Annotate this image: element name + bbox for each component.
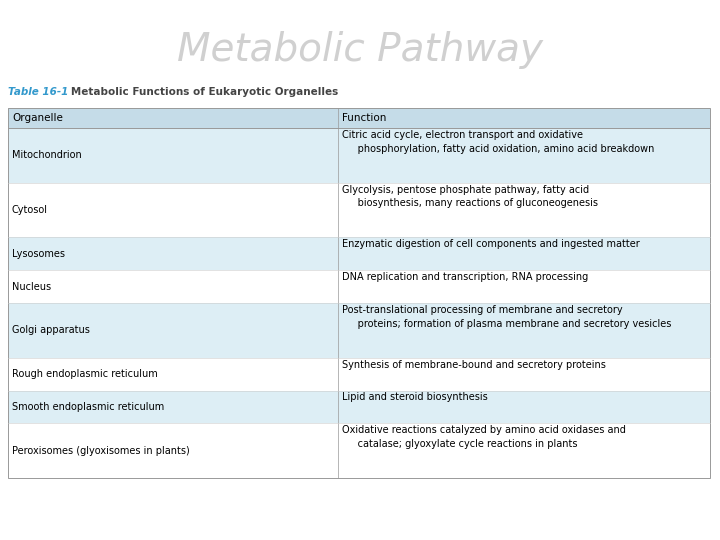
Text: Mitochondrion: Mitochondrion	[12, 150, 82, 160]
Text: Lipid and steroid biosynthesis: Lipid and steroid biosynthesis	[342, 393, 487, 402]
Bar	[8, 357, 710, 390]
Text: Post-translational processing of membrane and secretory
     proteins; formation: Post-translational processing of membran…	[342, 305, 671, 329]
Text: Nucleus: Nucleus	[12, 281, 51, 292]
Bar	[8, 108, 710, 128]
Text: Golgi apparatus: Golgi apparatus	[12, 325, 90, 335]
Text: Oxidative reactions catalyzed by amino acid oxidases and
     catalase; glyoxyla: Oxidative reactions catalyzed by amino a…	[342, 426, 626, 449]
Bar	[8, 183, 710, 238]
Text: Metabolic Pathway: Metabolic Pathway	[177, 31, 543, 69]
Text: Table 16-1: Table 16-1	[8, 87, 68, 97]
Text: Synthesis of membrane-bound and secretory proteins: Synthesis of membrane-bound and secretor…	[342, 360, 606, 370]
Bar	[8, 108, 710, 478]
Text: Lysosomes: Lysosomes	[12, 249, 65, 259]
Bar	[8, 303, 710, 357]
Text: Peroxisomes (glyoxisomes in plants): Peroxisomes (glyoxisomes in plants)	[12, 446, 190, 456]
Text: Metabolic Functions of Eukaryotic Organelles: Metabolic Functions of Eukaryotic Organe…	[60, 87, 338, 97]
Text: Citric acid cycle, electron transport and oxidative
     phosphorylation, fatty : Citric acid cycle, electron transport an…	[342, 130, 654, 153]
Text: Glycolysis, pentose phosphate pathway, fatty acid
     biosynthesis, many reacti: Glycolysis, pentose phosphate pathway, f…	[342, 185, 598, 208]
Bar	[8, 238, 710, 270]
Text: Function: Function	[342, 113, 387, 123]
Text: Organelle: Organelle	[12, 113, 63, 123]
Text: Enzymatic digestion of cell components and ingested matter: Enzymatic digestion of cell components a…	[342, 239, 639, 249]
Text: Cytosol: Cytosol	[12, 205, 48, 215]
Text: DNA replication and transcription, RNA processing: DNA replication and transcription, RNA p…	[342, 272, 588, 282]
Bar	[8, 270, 710, 303]
Bar	[8, 423, 710, 478]
Bar	[8, 390, 710, 423]
Bar	[8, 128, 710, 183]
Text: Rough endoplasmic reticulum: Rough endoplasmic reticulum	[12, 369, 158, 379]
Text: Smooth endoplasmic reticulum: Smooth endoplasmic reticulum	[12, 402, 164, 412]
